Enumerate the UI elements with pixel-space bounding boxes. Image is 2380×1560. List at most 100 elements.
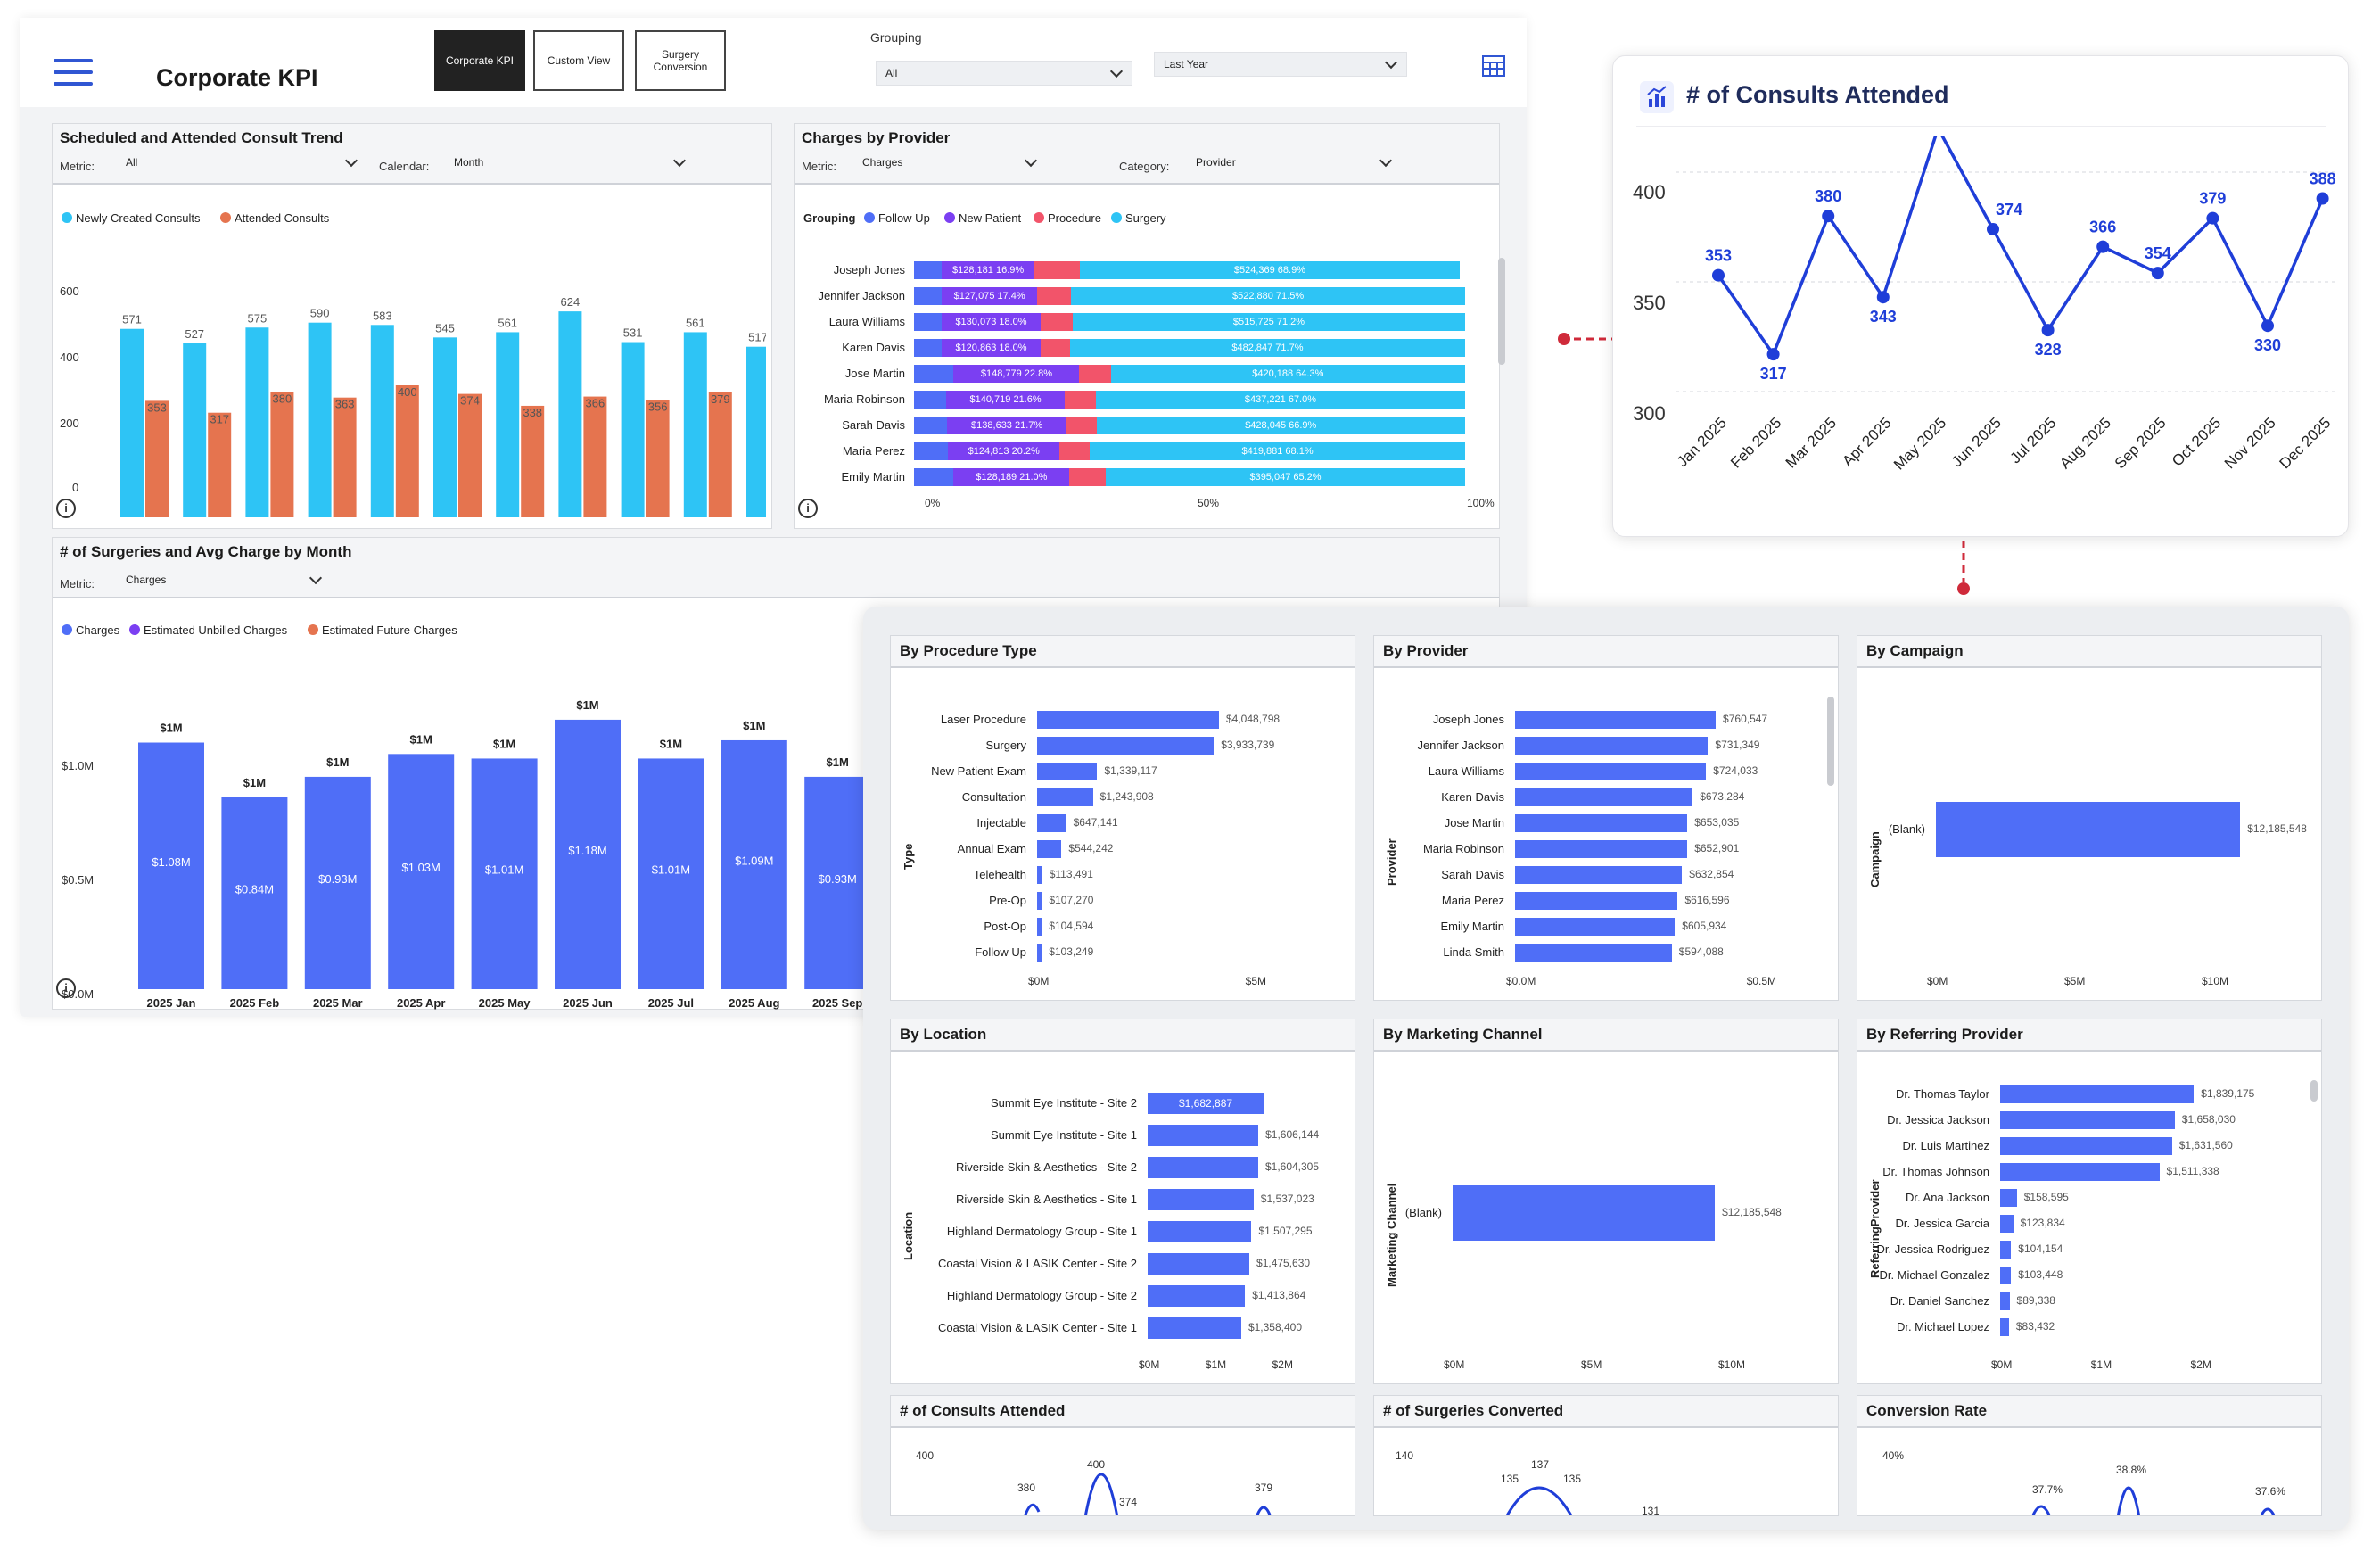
- marketing-channel-bars: (Blank) $12,185,548 $0M $5M $10M: [1374, 1019, 1838, 1383]
- value-bar: [1148, 1253, 1250, 1275]
- x-tick: $1M: [1205, 1358, 1227, 1371]
- bar-value: $1,511,338: [2166, 1165, 2219, 1177]
- value-bar: [1148, 1285, 1246, 1307]
- data-label: 379: [1255, 1482, 1273, 1494]
- follow-up-segment: [914, 391, 946, 409]
- bar-label: Coastal Vision & LASIK Center - Site 2: [937, 1257, 1137, 1270]
- calendar-label: Calendar:: [379, 160, 430, 173]
- bar-value: $12,185,548: [2247, 822, 2307, 835]
- data-label: 363: [335, 398, 355, 411]
- x-tick: Jun 2025: [1948, 414, 2005, 470]
- x-tick: 2025: [194, 524, 220, 525]
- bar-value: $107,270: [1049, 894, 1094, 906]
- value-bar: [2000, 1137, 2172, 1155]
- y-tick: 400: [1633, 181, 1666, 203]
- legend-label: Charges: [76, 623, 120, 637]
- value-bar: [1148, 1221, 1252, 1242]
- value-bar: [1515, 840, 1688, 858]
- follow-up-segment: [914, 468, 954, 486]
- value-bar: [1515, 763, 1707, 780]
- period-dropdown[interactable]: Last Year: [1154, 52, 1407, 77]
- y-tick: $1.0M: [62, 759, 95, 772]
- x-tick: $0.5M: [1746, 975, 1777, 987]
- metric-dropdown[interactable]: Charges: [117, 568, 331, 593]
- bar-label: Maria Robinson: [1422, 842, 1504, 855]
- newly-created-bar: [183, 343, 207, 517]
- value-bar: [1515, 944, 1672, 962]
- bar-value: $4,048,798: [1225, 713, 1281, 725]
- newly-created-bar: [746, 346, 766, 517]
- data-label: $0.84M: [235, 882, 274, 896]
- data-label: 517: [748, 331, 766, 344]
- bar-value: $3,933,739: [1221, 739, 1275, 751]
- data-label: 400: [398, 385, 417, 399]
- value-bar: [1037, 918, 1042, 936]
- y-tick: 40%: [1882, 1449, 1905, 1462]
- chevron-down-icon: [309, 571, 323, 585]
- newly-created-bar: [370, 325, 394, 517]
- by-provider-panel: By Provider Provider Joseph Jones $760,54…: [1373, 635, 1839, 1001]
- legend-label: Newly Created Consults: [76, 211, 201, 225]
- attended-bar: [270, 392, 294, 517]
- bar-value: $1,475,630: [1256, 1257, 1311, 1269]
- charges-bar: [555, 719, 621, 989]
- bar-label: Maria Perez: [1441, 894, 1504, 907]
- value-bar: [1037, 944, 1042, 962]
- metric-dropdown[interactable]: Charges: [853, 151, 1046, 176]
- panel-title: # of Surgeries and Avg Charge by Month: [60, 543, 352, 560]
- newly-created-bar: [433, 337, 457, 517]
- bar-label: Laura Williams: [1428, 764, 1504, 778]
- bar-label: Dr. Thomas Taylor: [1895, 1087, 1989, 1101]
- scrollbar[interactable]: [1498, 258, 1505, 365]
- x-tick: $5M: [2064, 975, 2086, 987]
- bar-label: Emily Martin: [1440, 920, 1504, 933]
- metric-dropdown[interactable]: All: [117, 151, 366, 176]
- data-point: [1987, 222, 1999, 235]
- x-tick: Apr 2025: [1839, 414, 1894, 469]
- value-bar: [1515, 737, 1709, 755]
- scrollbar[interactable]: [1827, 697, 1834, 786]
- tab-custom-view[interactable]: Custom View: [533, 30, 624, 91]
- x-tick: 50%: [1198, 497, 1220, 509]
- consult-trend-chart: 5713532025Jan5273172025Feb5753802025Mar5…: [120, 295, 766, 525]
- data-label: $1M: [160, 722, 182, 735]
- tab-surgery-conversion[interactable]: Surgery Conversion: [635, 30, 726, 91]
- calendar-dropdown[interactable]: Month: [445, 151, 695, 176]
- info-icon[interactable]: i: [56, 499, 76, 518]
- bar-value: $653,035: [1694, 816, 1740, 829]
- new-patient-segment: $128,181 16.9%: [941, 261, 1035, 279]
- grouping-dropdown[interactable]: All: [876, 61, 1132, 86]
- legend-label: Estimated Unbilled Charges: [144, 623, 288, 637]
- value-bar: [1037, 763, 1098, 780]
- x-tick: $10M: [2202, 975, 2229, 987]
- info-icon[interactable]: i: [56, 978, 76, 998]
- legend-label: Surgery: [1125, 211, 1166, 225]
- table-icon[interactable]: [1482, 55, 1505, 77]
- data-label: 37.6%: [2255, 1485, 2286, 1498]
- tab-corporate-kpi[interactable]: Corporate KPI: [434, 30, 525, 91]
- data-label: 561: [686, 316, 705, 329]
- follow-up-segment: [914, 442, 949, 460]
- data-label: $1.09M: [735, 854, 773, 867]
- bar-label: Linda Smith: [1443, 945, 1504, 959]
- value-bar: [1148, 1317, 1241, 1339]
- surgery-segment: $524,369 68.9%: [1080, 261, 1460, 279]
- new-patient-segment: $124,813 20.2%: [948, 442, 1060, 460]
- breakdown-overlay: By Procedure Type Type Laser Procedure $4…: [863, 607, 2349, 1530]
- scrollbar[interactable]: [2310, 1080, 2318, 1102]
- hamburger-icon[interactable]: [54, 59, 93, 91]
- x-tick: 2025: [507, 524, 533, 525]
- panel-header: [53, 124, 771, 185]
- procedure-type-bars: Laser Procedure $4,048,798 Surgery $3,933,7…: [891, 636, 1355, 1000]
- data-label: $1.01M: [652, 863, 690, 877]
- connector: [1558, 333, 1615, 345]
- connector: [1957, 541, 1970, 595]
- info-icon[interactable]: i: [798, 499, 818, 518]
- category-dropdown[interactable]: Provider: [1187, 151, 1401, 176]
- bar-value: $103,249: [1049, 945, 1094, 958]
- provider-name: Maria Perez: [842, 444, 905, 458]
- y-tick: 0: [72, 481, 79, 494]
- surgery-segment: $515,725 71.2%: [1072, 313, 1465, 331]
- provider-bars: Joseph Jones $760,547 Jennifer Jackson $731…: [1374, 636, 1838, 1000]
- panel-title: By Procedure Type: [891, 636, 1355, 668]
